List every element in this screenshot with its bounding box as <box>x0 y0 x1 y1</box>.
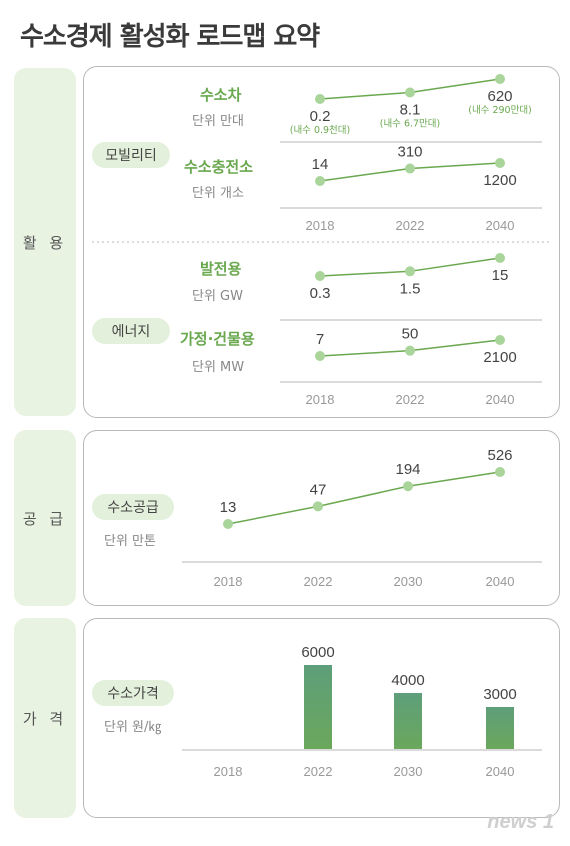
price-data-label: 6000 <box>301 644 334 661</box>
x-tick-label: 2022 <box>396 218 425 233</box>
vehicles-point <box>315 94 325 104</box>
building-title: 가정·건물용 <box>180 330 255 348</box>
x-tick-label: 2018 <box>214 574 243 589</box>
power-title: 발전용 <box>200 260 242 278</box>
building-data-label: 7 <box>316 331 324 348</box>
vehicles-unit: 단위 만대 <box>192 114 244 129</box>
supply-point <box>495 467 505 477</box>
supply-data-label: 194 <box>395 461 420 478</box>
x-tick-label: 2022 <box>304 764 333 779</box>
supply-data-label: 526 <box>487 447 512 464</box>
supply-point <box>223 519 233 529</box>
vehicles-sub-label: (내수 290만대) <box>468 105 532 116</box>
x-tick-label: 2030 <box>394 764 423 779</box>
supply-pill: 수소공급 <box>92 494 174 520</box>
power-point <box>405 266 415 277</box>
vehicles-sub-label: (내수 0.9천대) <box>290 125 351 136</box>
power-data-label: 0.3 <box>310 285 331 302</box>
energy-pill: 에너지 <box>92 318 170 344</box>
stations-point <box>495 158 505 168</box>
building-point <box>495 335 505 345</box>
power-data-label: 15 <box>492 267 509 284</box>
news1-logo: news 1 <box>487 811 554 833</box>
vehicles-point <box>405 87 415 98</box>
supply-point <box>403 481 413 492</box>
vehicles-data-label: 8.1 <box>400 102 421 119</box>
x-tick-label: 2040 <box>486 392 515 407</box>
power-point <box>495 253 505 263</box>
stations-title: 수소충전소 <box>184 158 254 176</box>
vehicles-title: 수소차 <box>200 86 242 104</box>
price-bar <box>304 665 332 749</box>
stations-data-label: 14 <box>312 156 329 173</box>
supply-data-label: 47 <box>310 481 327 498</box>
supply-data-label: 13 <box>220 499 237 516</box>
category-price: 가 격 <box>14 618 76 818</box>
x-tick-label: 2040 <box>486 764 515 779</box>
stations-data-label: 310 <box>397 144 422 161</box>
supply-series-line <box>227 471 501 525</box>
mobility-pill: 모빌리티 <box>92 142 170 168</box>
price-pill: 수소가격 <box>92 680 174 706</box>
x-tick-label: 2030 <box>394 574 423 589</box>
x-tick-label: 2040 <box>486 574 515 589</box>
price-data-label: 4000 <box>391 672 424 689</box>
power-point <box>315 271 325 281</box>
vehicles-sub-label: (내수 6.7만대) <box>380 119 441 130</box>
stations-unit: 단위 개소 <box>192 186 244 201</box>
building-point <box>315 351 325 361</box>
x-tick-label: 2018 <box>306 392 335 407</box>
vehicles-data-label: 0.2 <box>310 108 331 125</box>
supply-unit: 단위 만톤 <box>104 534 156 549</box>
x-tick-label: 2022 <box>304 574 333 589</box>
price-bar <box>486 707 514 749</box>
price-bar <box>394 693 422 749</box>
price-data-label: 3000 <box>483 686 516 703</box>
vehicles-point <box>495 74 505 84</box>
x-tick-label: 2018 <box>214 764 243 779</box>
category-use: 활 용 <box>14 68 76 416</box>
building-unit: 단위 MW <box>192 360 245 375</box>
price-unit: 단위 원/㎏ <box>104 720 162 735</box>
x-tick-label: 2022 <box>396 392 425 407</box>
power-data-label: 1.5 <box>400 280 421 297</box>
stations-point <box>405 163 415 174</box>
power-unit: 단위 GW <box>192 289 243 304</box>
stations-point <box>315 176 325 186</box>
category-supply: 공 급 <box>14 430 76 606</box>
stations-data-label: 1200 <box>483 172 516 189</box>
page-title: 수소경제 활성화 로드맵 요약 <box>20 22 320 52</box>
supply-point <box>313 501 323 512</box>
x-tick-label: 2040 <box>486 218 515 233</box>
building-point <box>405 345 415 356</box>
x-tick-label: 2018 <box>306 218 335 233</box>
building-data-label: 50 <box>402 326 419 343</box>
building-data-label: 2100 <box>483 349 516 366</box>
vehicles-data-label: 620 <box>487 88 512 105</box>
